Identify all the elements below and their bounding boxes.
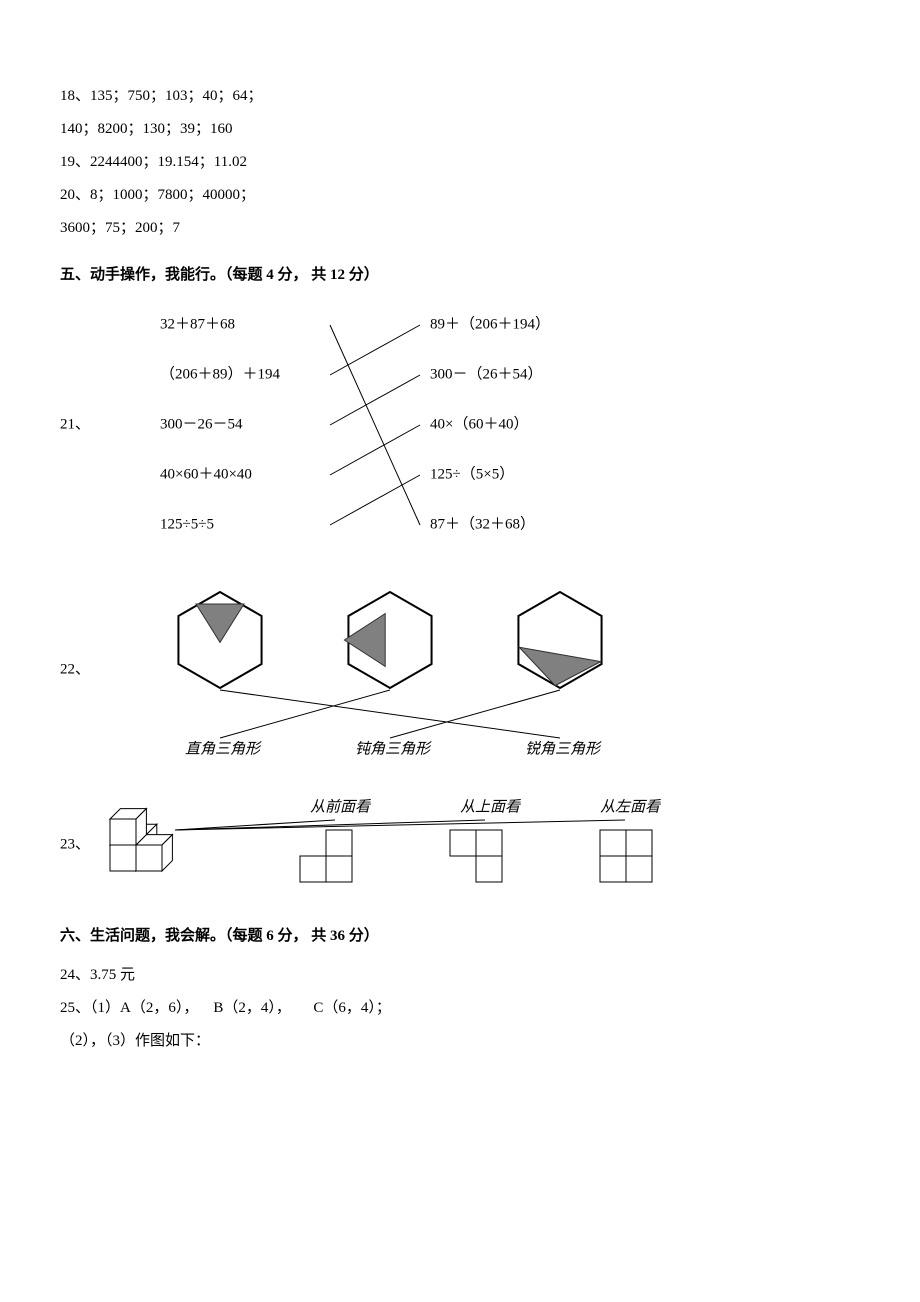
answers-18-20: 18、135；750；103；40；64； 140；8200；130；39；16…	[60, 80, 860, 245]
ans-line: 3600；75；200；7	[60, 212, 860, 245]
svg-text:125÷（5×5）: 125÷（5×5）	[430, 465, 514, 482]
svg-text:直角三角形: 直角三角形	[185, 740, 262, 757]
svg-text:从前面看: 从前面看	[310, 798, 372, 815]
q21-matching-diagram: 32＋87＋68 （206＋89）＋194 300－26－54 40×60＋40×40…	[100, 300, 660, 550]
section-5-title: 五、动手操作，我能行。（每题 4 分， 共 12 分）	[60, 259, 860, 292]
ans-line: 20、8；1000；7800；40000；	[60, 179, 860, 212]
svg-text:锐角三角形: 锐角三角形	[525, 740, 602, 757]
ans-line: （2），（3）作图如下：	[60, 1025, 860, 1058]
ans-line: 19、2244400；19.154；11.02	[60, 146, 860, 179]
ans-line: 25、（1）A（2，6）， B（2，4）， C（6，4）；	[60, 992, 860, 1025]
svg-text:300－（26＋54）: 300－（26＋54）	[430, 365, 543, 382]
q22-number: 22、	[60, 654, 90, 687]
q23-number: 23、	[60, 829, 90, 862]
question-23: 23、 从前面看 从上面看 从左面看	[60, 790, 860, 900]
svg-text:从左面看: 从左面看	[600, 798, 662, 815]
svg-text:从上面看: 从上面看	[460, 798, 522, 815]
question-21: 21、 32＋87＋68 （206＋89）＋194 300－26－54 40×60＋4…	[60, 300, 860, 550]
svg-text:125÷5÷5: 125÷5÷5	[160, 516, 214, 532]
svg-text:32＋87＋68: 32＋87＋68	[160, 316, 235, 332]
question-22: 22、 直角三角形 钝角三角形 锐角三角形	[60, 570, 860, 770]
svg-text:300－26－54: 300－26－54	[160, 416, 243, 432]
section-6-title: 六、生活问题，我会解。（每题 6 分， 共 36 分）	[60, 920, 860, 953]
q22-hexagon-diagram: 直角三角形 钝角三角形 锐角三角形	[100, 570, 680, 770]
q23-views-diagram: 从前面看 从上面看 从左面看	[100, 790, 700, 900]
svg-text:89＋（206＋194）: 89＋（206＋194）	[430, 315, 550, 332]
section-6-answers: 24、3.75 元 25、（1）A（2，6）， B（2，4）， C（6，4）； …	[60, 959, 860, 1058]
ans-line: 18、135；750；103；40；64；	[60, 80, 860, 113]
svg-text:（206＋89）＋194: （206＋89）＋194	[160, 365, 281, 382]
ans-line: 140；8200；130；39；160	[60, 113, 860, 146]
q21-number: 21、	[60, 409, 90, 442]
svg-text:40×（60＋40）: 40×（60＋40）	[430, 415, 528, 432]
ans-line: 24、3.75 元	[60, 959, 860, 992]
svg-text:87＋（32＋68）: 87＋（32＋68）	[430, 515, 535, 532]
svg-text:钝角三角形: 钝角三角形	[355, 740, 432, 757]
svg-text:40×60＋40×40: 40×60＋40×40	[160, 466, 252, 482]
